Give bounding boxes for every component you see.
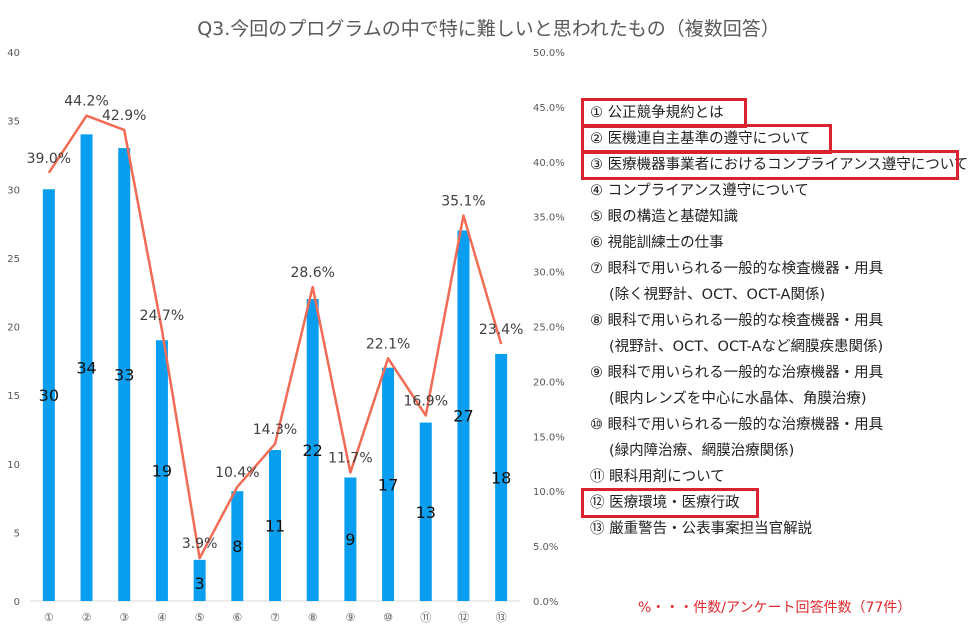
combo-chart: 0 5 10 15 20 25 30 35 40 0.0% 5.0% 10.0% 15.0% 20.0% 2… bbox=[7, 48, 565, 624]
line-value-label: 23.4% bbox=[479, 322, 523, 338]
bar bbox=[118, 148, 131, 601]
bar-value-label: 18 bbox=[491, 468, 511, 487]
legend-item-4: ④ コンプライアンス遵守について bbox=[590, 183, 809, 199]
percentage-line bbox=[47, 114, 503, 560]
line-value-label: 3.9% bbox=[182, 536, 218, 552]
bar-value-label: 11 bbox=[265, 517, 285, 536]
x-tick-label: ③ bbox=[119, 611, 129, 624]
bar-value-label: 13 bbox=[416, 503, 436, 522]
y-tick-label: 15 bbox=[7, 391, 20, 402]
x-tick-label: ⑤ bbox=[195, 611, 205, 624]
y-tick-label: 30 bbox=[7, 185, 20, 196]
x-tick-label: ⑪ bbox=[420, 611, 431, 624]
line-value-label: 35.1% bbox=[441, 194, 485, 210]
x-tick-label: ⑨ bbox=[345, 611, 355, 624]
y2-tick-label: 35.0% bbox=[533, 213, 565, 224]
chart-title: Q3.今回のプログラムの中で特に難しいと思われたもの（複数回答） bbox=[197, 18, 780, 40]
bar bbox=[457, 230, 470, 602]
bar bbox=[344, 477, 357, 601]
legend-item-2: ② 医機連自主基準の遵守について bbox=[581, 124, 970, 154]
percentage-note: %・・・件数/アンケート回答件数（77件） bbox=[638, 600, 912, 616]
y2-tick-label: 40.0% bbox=[533, 158, 565, 169]
bar bbox=[155, 340, 168, 601]
y-tick-label: 20 bbox=[7, 323, 20, 334]
y-tick-label: 0 bbox=[14, 597, 20, 608]
y2-tick-label: 10.0% bbox=[533, 487, 565, 498]
legend-item-6: ⑥ 視能訓練士の仕事 bbox=[590, 235, 724, 251]
bar-value-label: 33 bbox=[114, 366, 134, 385]
legend-item-13: ⑬ 厳重警告・公表事案担当官解説 bbox=[590, 521, 813, 537]
legend-item-10: ⑩ 眼科で用いられる一般的な治療機器・用具 bbox=[590, 417, 884, 433]
line-value-label: 39.0% bbox=[27, 151, 71, 167]
bar-value-label: 27 bbox=[453, 407, 473, 426]
bar bbox=[269, 450, 281, 601]
legend-item-8-sub: (視野計、OCT、OCT-Aなど網膜疾患関係) bbox=[609, 339, 884, 355]
y2-tick-label: 20.0% bbox=[533, 377, 565, 388]
x-tick-label: ⑥ bbox=[232, 611, 242, 624]
legend-item-7: ⑦ 眼科で用いられる一般的な検査機器・用具 bbox=[590, 261, 884, 277]
line-value-label: 14.3% bbox=[253, 422, 297, 438]
x-tick-label: ④ bbox=[157, 611, 167, 624]
y2-tick-label: 15.0% bbox=[533, 432, 565, 443]
y-tick-label: 35 bbox=[7, 117, 20, 128]
y2-tick-label: 45.0% bbox=[533, 103, 565, 114]
legend-item-9-sub: (眼内レンズを中心に水晶体、角膜治療) bbox=[609, 391, 867, 407]
bar-value-label: 30 bbox=[39, 386, 59, 405]
x-tick-label: ⑧ bbox=[308, 611, 318, 624]
bar bbox=[419, 422, 432, 601]
line-value-label: 11.7% bbox=[328, 451, 372, 467]
bar-value-label: 9 bbox=[345, 530, 355, 549]
line-value-label: 24.7% bbox=[140, 308, 184, 324]
line-value-label: 10.4% bbox=[215, 465, 259, 481]
line-value-label: 16.9% bbox=[404, 393, 448, 409]
bar bbox=[80, 134, 93, 601]
bar bbox=[42, 189, 55, 601]
y2-tick-label: 25.0% bbox=[533, 323, 565, 334]
bar bbox=[495, 353, 508, 601]
x-tick-label: ⑦ bbox=[270, 611, 280, 624]
x-tick-label: ② bbox=[82, 611, 92, 624]
bar-value-label: 19 bbox=[152, 462, 172, 481]
y-tick-label: 10 bbox=[7, 460, 20, 471]
line-value-label: 28.6% bbox=[290, 265, 334, 281]
bar bbox=[193, 559, 206, 601]
y2-tick-label: 0.0% bbox=[533, 597, 558, 608]
x-tick-label: ⑩ bbox=[383, 611, 393, 624]
y2-tick-label: 30.0% bbox=[533, 268, 565, 279]
legend-item-1: ① 公正競争規約とは bbox=[581, 98, 970, 128]
x-tick-label: ⑫ bbox=[458, 611, 469, 624]
legend-item-10-sub: (緑内障治療、網膜治療関係) bbox=[609, 443, 795, 459]
legend: ① 公正競争規約とは ② 医機連自主基準の遵守について ③ 医療機器事業者におけ… bbox=[581, 98, 970, 542]
x-tick-label: ① bbox=[44, 611, 54, 624]
bar-value-label: 22 bbox=[303, 441, 323, 460]
legend-item-8: ⑧ 眼科で用いられる一般的な検査機器・用具 bbox=[590, 313, 884, 329]
legend-item-7-sub: (除く視野計、OCT、OCT-A関係) bbox=[609, 287, 826, 303]
y-tick-label: 40 bbox=[7, 48, 20, 59]
y2-tick-label: 50.0% bbox=[533, 48, 565, 59]
legend-item-12: ⑫ 医療環境・医療行政 bbox=[581, 488, 970, 518]
bar bbox=[382, 367, 395, 601]
legend-item-9: ⑨ 眼科で用いられる一般的な治療機器・用具 bbox=[590, 365, 884, 381]
legend-item-3: ③ 医療機器事業者におけるコンプライアンス遵守について bbox=[581, 150, 970, 180]
line-value-label: 44.2% bbox=[64, 94, 108, 110]
bar-value-label: 17 bbox=[378, 475, 398, 494]
x-tick-label: ⑬ bbox=[496, 611, 507, 624]
bar bbox=[231, 491, 244, 601]
bar bbox=[306, 299, 319, 601]
legend-item-11: ⑪ 眼科用剤について bbox=[590, 469, 725, 485]
bar-value-label: 3 bbox=[195, 574, 205, 593]
y-tick-label: 5 bbox=[14, 528, 20, 539]
line-value-label: 42.9% bbox=[102, 108, 146, 124]
y2-tick-label: 5.0% bbox=[533, 542, 558, 553]
legend-item-5: ⑤ 眼の構造と基礎知識 bbox=[590, 209, 739, 225]
y-tick-label: 25 bbox=[7, 254, 20, 265]
bar-value-label: 34 bbox=[76, 359, 96, 378]
line-value-label: 22.1% bbox=[366, 336, 410, 352]
bar-value-label: 8 bbox=[232, 537, 242, 556]
